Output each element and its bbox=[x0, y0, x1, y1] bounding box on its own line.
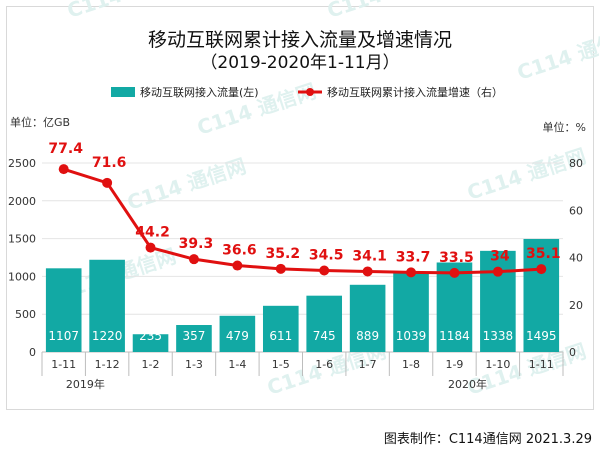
legend-bar-swatch bbox=[111, 87, 135, 97]
year-group-label: 2019年 bbox=[66, 377, 105, 391]
bar-value-label: 1220 bbox=[92, 329, 123, 343]
right-axis-unit: 单位：% bbox=[543, 120, 586, 134]
line-point bbox=[58, 164, 69, 175]
right-axis-tick-label: 40 bbox=[569, 252, 583, 265]
line-value-label: 35.2 bbox=[266, 246, 301, 262]
line-value-label: 44.2 bbox=[135, 225, 170, 241]
bar bbox=[45, 268, 82, 352]
bar bbox=[132, 334, 169, 352]
bar-value-label: 1338 bbox=[483, 329, 514, 343]
bar-value-label: 235 bbox=[139, 329, 162, 343]
growth-line bbox=[63, 167, 542, 275]
left-axis-tick-label: 500 bbox=[15, 308, 36, 321]
line-point bbox=[449, 267, 460, 278]
bar bbox=[393, 273, 429, 352]
line-value-label: 39.3 bbox=[179, 236, 214, 252]
right-axis-ticks: 0 20 40 60 80 bbox=[569, 157, 583, 359]
line-value-label: 34.1 bbox=[352, 248, 387, 264]
x-axis-tick-label: 1-4 bbox=[228, 358, 246, 371]
left-axis-tick-label: 1500 bbox=[8, 233, 36, 246]
right-axis-tick-label: 80 bbox=[569, 157, 583, 170]
x-axis-tick-label: 1-8 bbox=[402, 358, 420, 371]
line-point bbox=[319, 265, 330, 276]
legend-line-label: 移动互联网累计接入流量增速（右） bbox=[327, 85, 503, 99]
bar-value-label: 1039 bbox=[396, 329, 427, 343]
left-axis-tick-label: 2000 bbox=[8, 195, 36, 208]
bar-value-label: 1495 bbox=[526, 329, 557, 343]
bar-value-label: 357 bbox=[183, 329, 206, 343]
year-group-label: 2020年 bbox=[448, 377, 487, 391]
x-axis-tick-label: 1-6 bbox=[315, 358, 333, 371]
legend-line-marker bbox=[306, 88, 314, 96]
line-point bbox=[102, 177, 113, 188]
x-axis-tick-label: 1-5 bbox=[272, 358, 290, 371]
left-axis-unit: 单位：亿GB bbox=[10, 115, 70, 129]
x-axis-tick-label: 1-12 bbox=[95, 358, 120, 371]
bar bbox=[89, 259, 125, 352]
bar-series bbox=[45, 238, 560, 352]
bar-value-label: 745 bbox=[313, 329, 336, 343]
bar bbox=[349, 284, 386, 352]
bar-value-label: 611 bbox=[269, 329, 292, 343]
line-point bbox=[406, 267, 417, 278]
x-axis-tick-label: 1-3 bbox=[185, 358, 203, 371]
left-axis-tick-label: 1000 bbox=[8, 270, 36, 283]
chart-credit: 图表制作：C114通信网 2021.3.29 bbox=[383, 432, 592, 447]
line-value-label: 77.4 bbox=[48, 141, 83, 157]
left-axis-tick-label: 0 bbox=[29, 346, 36, 359]
left-axis-tick-label: 2500 bbox=[8, 157, 36, 170]
legend: 移动互联网接入流量(左) 移动互联网累计接入流量增速（右） bbox=[111, 85, 503, 99]
bar-value-label: 1184 bbox=[439, 329, 470, 343]
right-axis-tick-label: 0 bbox=[569, 346, 576, 359]
watermark: C114 通信网 bbox=[514, 24, 600, 85]
watermark: C114 通信网 bbox=[464, 144, 589, 205]
x-axis-tick-label: 1-9 bbox=[445, 358, 463, 371]
line-point bbox=[145, 242, 156, 253]
line-value-label: 34 bbox=[490, 249, 510, 265]
bar bbox=[523, 238, 560, 352]
bar bbox=[176, 325, 212, 352]
x-axis-tick-label: 1-2 bbox=[142, 358, 160, 371]
x-axis-year-groups: 2019年 2020年 bbox=[66, 377, 487, 391]
line-value-label: 36.6 bbox=[222, 243, 257, 259]
line-value-label: 34.5 bbox=[309, 247, 344, 263]
right-axis-tick-label: 20 bbox=[569, 299, 583, 312]
bar bbox=[262, 305, 299, 352]
bar-value-label: 479 bbox=[226, 329, 249, 343]
line-value-label: 33.7 bbox=[396, 249, 431, 265]
bar-value-label: 889 bbox=[356, 329, 379, 343]
watermark: C114 通信网 bbox=[64, 0, 189, 23]
left-axis-ticks: 0 500 1000 1500 2000 2500 bbox=[8, 157, 36, 359]
bar bbox=[219, 315, 256, 352]
line-series bbox=[58, 164, 547, 278]
watermark: C114 通信网 bbox=[324, 0, 449, 23]
line-point bbox=[536, 264, 547, 275]
line-point bbox=[232, 260, 243, 271]
x-axis-tick-label: 1-11 bbox=[51, 358, 76, 371]
line-point bbox=[188, 254, 199, 265]
line-point bbox=[362, 266, 373, 277]
right-axis-tick-label: 60 bbox=[569, 204, 583, 217]
legend-bar-label: 移动互联网接入流量(左) bbox=[140, 85, 259, 99]
line-value-labels: 77.4 71.6 44.2 39.3 36.6 35.2 34.5 34.1 33.7 33.5… bbox=[48, 141, 560, 266]
x-axis-tick-label: 1-7 bbox=[359, 358, 377, 371]
chart-title: 移动互联网累计接入流量及增速情况 bbox=[148, 29, 452, 51]
chart-subtitle: （2019-2020年1-11月） bbox=[200, 53, 399, 73]
line-point bbox=[275, 263, 286, 274]
x-axis-tick-label: 1-10 bbox=[485, 358, 510, 371]
bar bbox=[306, 295, 343, 352]
line-point bbox=[492, 266, 503, 277]
chart-frame bbox=[6, 6, 594, 410]
line-value-label: 35.1 bbox=[526, 246, 561, 262]
x-axis-tick-label: 1-11 bbox=[529, 358, 554, 371]
x-axis-ticks: 1-11 1-12 1-2 1-3 1-4 1-5 1-6 1-7 1-8 1-9 1-10 1-11 bbox=[41, 352, 564, 376]
line-value-label: 71.6 bbox=[92, 155, 127, 171]
bar-value-labels: 1107 1220 235 357 479 611 745 889 1039 1184 1338 14… bbox=[48, 329, 556, 343]
line-value-label: 33.5 bbox=[439, 250, 474, 266]
bar-value-label: 1107 bbox=[48, 329, 79, 343]
